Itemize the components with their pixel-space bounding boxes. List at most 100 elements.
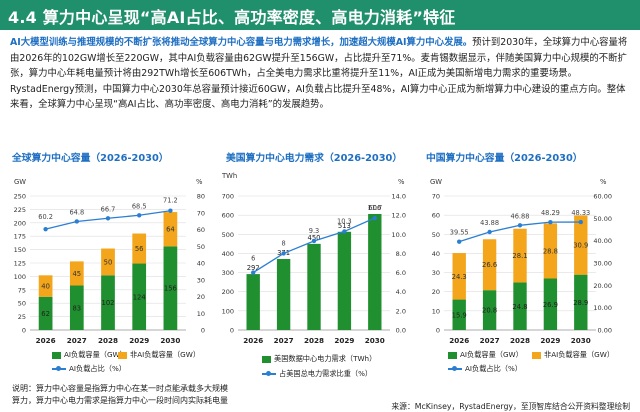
y2-tick-label: 40 [197,260,205,268]
y2-tick-label: 30 [197,276,205,284]
legend-line-swatch [52,366,66,371]
ratio-value-label: 48.29 [541,209,560,217]
bar-value-label: 26.6 [482,261,497,269]
y-tick-label: 250 [14,193,26,201]
y-axis-unit: GW [14,178,26,186]
x-tick-label: 2026 [243,336,263,345]
y-tick-label: 30 [432,269,440,277]
bar-value-label: 28.8 [543,247,558,255]
y2-tick-label: 0.0 [396,327,406,335]
bar-primary [163,246,178,330]
x-tick-label: 2027 [274,336,294,345]
bar-value-label: 15.9 [452,311,467,319]
legend-swatch [118,351,127,359]
legend-line-swatch [262,371,276,376]
y-tick-label: 20 [432,288,440,296]
bar-secondary [574,215,588,275]
y2-tick-label: 10 [197,310,205,318]
y2-tick-label: 20.00 [593,282,612,290]
y-tick-label: 0 [22,327,26,335]
ratio-value-label: 43.88 [480,219,499,227]
chart-title-global: 全球算力中心容量（2026-2030） [12,153,169,164]
ratio-point [74,219,80,224]
ratio-value-label: 66.7 [101,205,116,213]
bar-value-label: 56 [135,245,144,253]
x-tick-label: 2030 [160,336,180,345]
y2-tick-label: 2.0 [396,307,406,315]
bar-secondary [132,233,147,264]
y2-tick-label: 50.00 [593,215,612,223]
bar-value-label: 64 [166,226,175,234]
bar-primary [38,296,53,330]
bar-value-label: 24.3 [452,273,467,281]
y-tick-label: 200 [14,219,26,227]
chart-title-china: 中国算力中心容量（2026-2030） [426,153,583,164]
y2-tick-label: 0 [201,327,205,335]
legend-swatch [52,351,61,359]
legend-china-nonai: 非AI负载容量（GW） [532,350,614,360]
source-note: 来源：McKinsey，RystadEnergy，至顶智库结合公开资料整理绘制 [391,402,630,411]
bar-value-label: 606 [368,204,381,212]
ratio-point [372,215,377,221]
y2-axis-unit: % [600,178,607,186]
legend-label: AI负载容量（GW） [64,350,127,359]
y2-tick-label: 60.00 [593,193,612,201]
y-tick-label: 100 [222,307,234,315]
y2-tick-label: 80 [197,193,205,201]
y2-tick-label: 30.00 [593,260,612,268]
ratio-point [517,223,523,228]
bar-primary [101,275,115,330]
x-tick-label: 2027 [67,336,87,345]
ratio-point [457,239,462,244]
ratio-value-label: 71.2 [163,197,178,205]
y-tick-label: 225 [14,206,26,214]
bar-value-label: 450 [308,234,321,242]
bar-secondary [452,253,466,300]
y-tick-label: 200 [222,288,234,296]
bar-secondary [69,261,84,286]
legend-label: 非AI负载容量（GW） [544,350,615,359]
ratio-point [487,229,492,235]
x-tick-label: 2029 [334,336,354,345]
legend-label: 非AI负载容量（GW） [130,350,201,359]
x-tick-label: 2030 [571,336,591,345]
bar-value-label: 102 [102,299,115,307]
ratio-point [281,251,286,256]
ratio-point [168,208,173,213]
y-tick-label: 0 [436,327,440,335]
bar-primary [574,274,588,330]
x-tick-label: 2028 [304,336,324,345]
legend-label: AI负载占比（%） [465,364,522,373]
y-axis-unit: GW [430,178,442,186]
bar-primary [307,243,321,330]
legend-global-nonai: 非AI负载容量（GW） [118,350,200,360]
legend-global-ai: AI负载容量（GW） [52,350,127,360]
bar-value-label: 50 [104,258,113,266]
y2-tick-label: 70 [197,209,205,217]
bar-primary [69,285,84,330]
y-tick-label: 300 [222,269,234,277]
y-tick-label: 70 [432,193,440,201]
y-tick-label: 10 [432,307,440,315]
ratio-value-label: 6 [251,255,255,263]
y2-axis-unit: % [398,178,405,186]
bar-primary [513,282,527,330]
ratio-point [43,226,48,232]
bar-secondary [163,212,178,247]
y-tick-label: 75 [18,286,26,294]
chart-title-us: 美国算力中心电力需求（2026-2030） [226,153,403,164]
x-tick-label: 2029 [129,336,149,345]
legend-swatch [262,355,271,363]
bar-value-label: 28.9 [573,299,588,307]
bar-secondary [513,228,527,283]
ratio-value-label: 11.7 [367,204,382,212]
ratio-point [137,213,142,218]
y2-tick-label: 20 [197,293,205,301]
bar-secondary [543,223,558,279]
y2-tick-label: 14.0 [392,193,406,201]
legend-china-ai: AI负载容量（GW） [448,350,523,360]
y2-tick-label: 12.0 [392,212,406,220]
bar-primary [337,231,352,330]
legend-us-demand: 美国数据中心电力需求（TWh） [262,354,376,364]
